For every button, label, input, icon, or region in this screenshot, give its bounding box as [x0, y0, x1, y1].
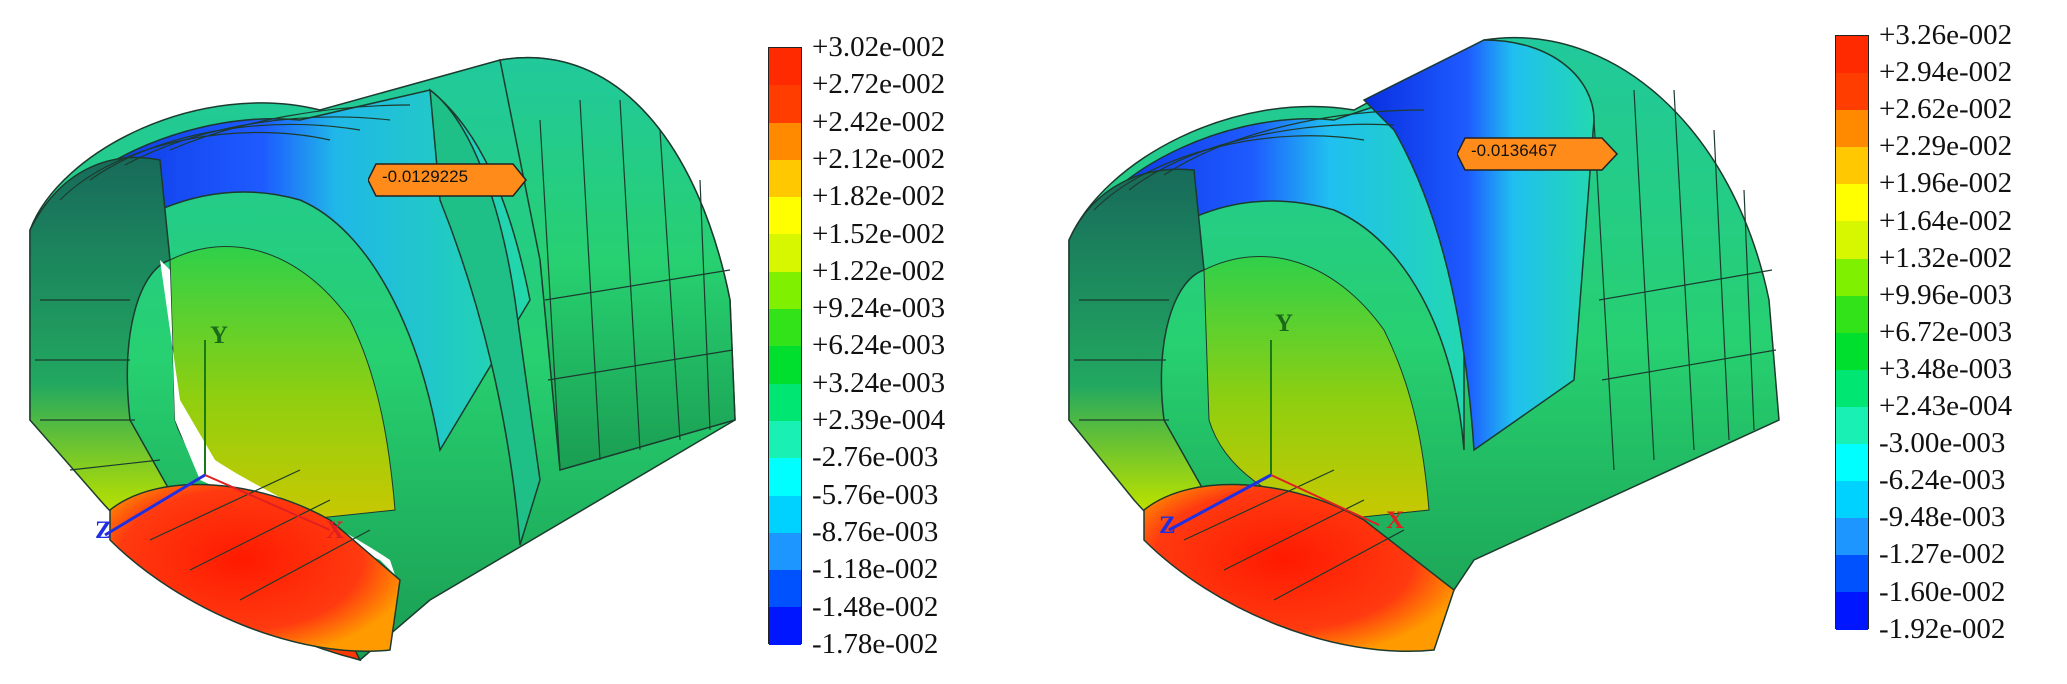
callout-shape: [367, 163, 527, 197]
colorbar-tick-label: -5.76e-003: [812, 478, 939, 511]
colorbar-tick-label: +2.12e-002: [812, 142, 946, 175]
colorbar-segment: [1836, 518, 1868, 556]
colorbar-tick-label: +3.24e-003: [812, 366, 946, 399]
axis-label-z: Z: [95, 517, 112, 544]
colorbar-segment: [1836, 73, 1868, 111]
axis-label-y: Y: [1275, 310, 1294, 337]
colorbar-segment: [769, 122, 801, 160]
axis-label-z: Z: [1159, 512, 1176, 539]
colorbar-segment: [769, 346, 801, 384]
colorbar-tick-label: -1.78e-002: [812, 627, 939, 660]
min-value-callout: -0.0129225: [367, 160, 528, 200]
colorbar-tick-label: +2.39e-004: [812, 404, 946, 436]
colorbar-tick-label: -8.76e-003: [812, 515, 939, 548]
colorbar-tick-label: -1.48e-002: [812, 590, 939, 623]
colorbar-segment: [1836, 258, 1868, 296]
axis-triad-right: [1168, 340, 1380, 532]
colorbar-segment: [1836, 295, 1868, 333]
callout-value: -0.0136467: [1471, 141, 1558, 160]
colorbar-tick-label: +2.94e-002: [1879, 56, 2013, 89]
colorbar-tick-label: +1.52e-002: [812, 217, 946, 250]
colorbar-segment: [769, 159, 801, 198]
colorbar-tick-label: +6.72e-003: [1879, 315, 2013, 348]
colorbar-tick-label: +2.72e-002: [812, 68, 946, 101]
colorbar-segment: [1836, 369, 1868, 407]
colorbar-segment: [769, 271, 801, 310]
colorbar-segment: [1836, 147, 1868, 185]
colorbar-segment: [1836, 221, 1868, 259]
axis-label-x: X: [326, 517, 345, 544]
colorbar-segment: [769, 383, 801, 421]
colorbar-segment: [769, 197, 801, 235]
colorbar-segment: [769, 420, 801, 459]
colorbar-tick-label: -2.76e-003: [812, 441, 939, 474]
axis-label-x: X: [1386, 507, 1405, 534]
axis-label-y: Y: [210, 322, 229, 349]
colorbar-segment: [1836, 184, 1868, 222]
min-value-callout: -0.0136467: [1456, 134, 1619, 174]
contour-panel-right: Y X Z -0.0136467 +3.26e-002 +2.94e-002 +2.…: [1034, 0, 2067, 684]
colorbar-segment: [1836, 592, 1868, 630]
colorbar-segment: [769, 48, 801, 86]
colorbar-segment: [769, 234, 801, 272]
colorbar-tick-label: +1.82e-002: [812, 180, 946, 213]
colorbar-tick-label: +2.43e-004: [1879, 390, 2013, 422]
colorbar-segment: [1836, 444, 1868, 482]
colorbar-tick-label: -9.48e-003: [1879, 501, 2006, 534]
colorbar-segment: [1836, 110, 1868, 148]
colorbar-segment: [1836, 555, 1868, 593]
colorbar-tick-label: +3.02e-002: [812, 31, 946, 63]
colorbar-tick-label: +1.32e-002: [1879, 241, 2013, 274]
colorbar-segment: [769, 532, 801, 571]
colorbar-tick-label: -1.27e-002: [1879, 538, 2006, 571]
colorbar-tick-label: +1.22e-002: [812, 254, 946, 287]
colorbar-tick-label: +9.96e-003: [1879, 278, 2013, 311]
colorbar-segment: [1836, 332, 1868, 370]
colorbar-tick-label: -6.24e-003: [1879, 464, 2006, 497]
colorbar-segment: [769, 570, 801, 608]
colorbar-segment: [769, 85, 801, 123]
colorbar-tick-label: +6.24e-003: [812, 329, 946, 362]
colorbar-tick-label: +2.62e-002: [1879, 93, 2013, 126]
tunnel-lining-model-right: [1068, 36, 1780, 652]
colorbar-tick-label: -1.18e-002: [812, 553, 939, 586]
colorbar-segment: [1836, 406, 1868, 445]
colorbar-segment: [1836, 36, 1868, 74]
colorbar-tick-label: -1.60e-002: [1879, 575, 2006, 608]
colorbar-tick-label: +3.26e-002: [1879, 19, 2013, 51]
colorbar-tick-label: +9.24e-003: [812, 292, 946, 325]
callout-value: -0.0129225: [382, 167, 469, 186]
colorbar-segment: [769, 607, 801, 645]
tunnel-lining-model-left: [29, 56, 736, 662]
colorbar-segment: [769, 309, 801, 347]
colorbar-segment: [769, 458, 801, 496]
contour-panel-left: Y X Z -0.0129225 +3.02e-002 +2.72e-002 +2.…: [0, 0, 1033, 684]
callout-shape: [1456, 137, 1619, 171]
colorbar-tick-label: +2.29e-002: [1879, 130, 2013, 163]
colorbar-strip: [1835, 35, 1869, 630]
axis-triad-left: [104, 340, 331, 537]
colorbar-tick-label: +3.48e-003: [1879, 352, 2013, 385]
colorbar-segment: [1836, 481, 1868, 519]
colorbar-tick-label: -3.00e-003: [1879, 427, 2006, 460]
colorbar-tick-label: -1.92e-002: [1879, 612, 2006, 645]
colorbar-tick-label: +1.96e-002: [1879, 167, 2013, 200]
colorbar-tick-label: +1.64e-002: [1879, 204, 2013, 237]
colorbar-strip: [768, 47, 802, 645]
colorbar-segment: [769, 495, 801, 533]
colorbar-tick-label: +2.42e-002: [812, 105, 946, 138]
